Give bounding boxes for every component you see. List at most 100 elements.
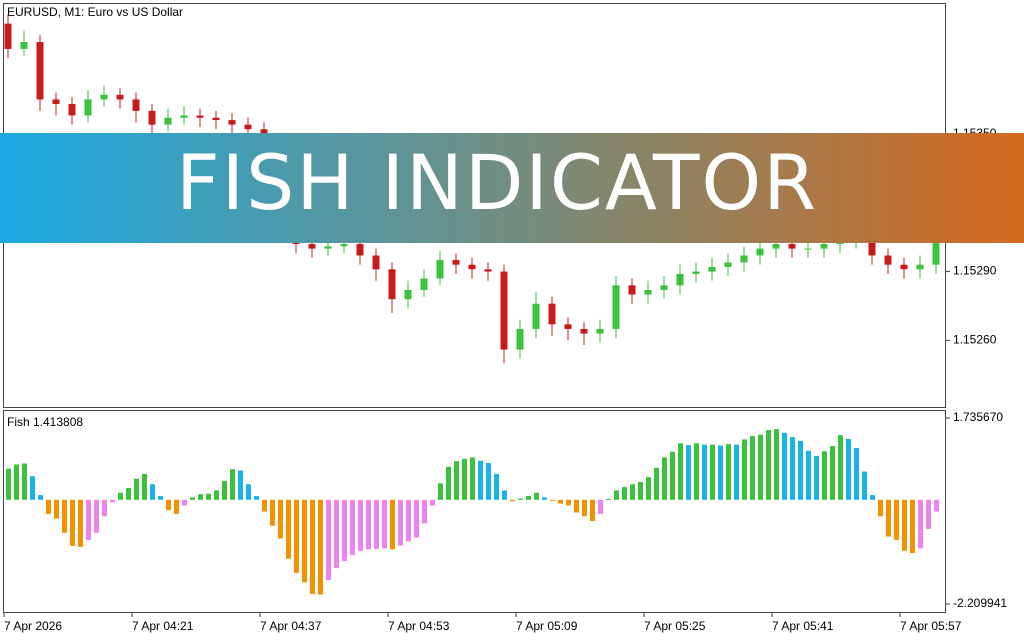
- candle-body: [116, 94, 124, 100]
- fish-bar: [654, 467, 659, 500]
- fish-bar: [710, 444, 715, 500]
- fish-bar: [126, 488, 131, 500]
- fish-bar: [806, 450, 811, 500]
- x-tick-label: 7 Apr 04:53: [388, 619, 450, 633]
- fish-bar: [166, 499, 171, 511]
- fish-bar: [446, 466, 451, 500]
- fish-bar: [638, 481, 643, 500]
- fish-bar: [142, 473, 147, 500]
- fish-bar: [686, 445, 691, 500]
- fish-bar: [702, 444, 707, 500]
- candle-body: [52, 99, 60, 104]
- fish-bar: [374, 499, 379, 549]
- fish-bar: [270, 499, 275, 526]
- fish-bar: [814, 455, 819, 500]
- candle-body: [564, 324, 572, 329]
- fish-bar: [670, 451, 675, 500]
- y-tick-label: -2.209941: [953, 596, 1007, 610]
- fish-bar: [526, 496, 531, 500]
- x-tick-label: 7 Apr 05:25: [644, 619, 706, 633]
- x-tick-label: 7 Apr 05:09: [516, 619, 578, 633]
- fish-bar: [14, 464, 19, 500]
- fish-bar: [326, 499, 331, 580]
- fish-bar: [110, 499, 115, 503]
- fish-bar: [150, 484, 155, 500]
- fish-bar: [918, 499, 923, 549]
- candle-body: [84, 99, 92, 116]
- fish-bar: [830, 446, 835, 500]
- fish-bar: [662, 457, 667, 500]
- fish-bar: [78, 499, 83, 547]
- candle-body: [132, 99, 140, 111]
- fish-bar: [622, 487, 627, 500]
- fish-bar: [358, 499, 363, 551]
- fish-bar: [590, 499, 595, 522]
- fish-bar: [510, 499, 515, 502]
- candle-body: [692, 271, 700, 274]
- fish-bar: [382, 499, 387, 549]
- banner: [0, 133, 1024, 243]
- fish-bar: [486, 463, 491, 500]
- fish-bar: [750, 436, 755, 500]
- fish-bar: [822, 451, 827, 500]
- candle-body: [340, 244, 348, 247]
- fish-bar: [190, 497, 195, 500]
- fish-bar: [334, 499, 339, 569]
- fish-bar: [406, 499, 411, 542]
- candle-body: [244, 124, 252, 130]
- candle-body: [660, 285, 668, 290]
- candle-body: [324, 246, 332, 249]
- fish-bar: [718, 445, 723, 500]
- fish-bar: [926, 499, 931, 530]
- fish-bar: [278, 499, 283, 539]
- fish-bar: [606, 498, 611, 500]
- candle-body: [164, 117, 172, 125]
- candle-body: [932, 239, 940, 265]
- fish-bar: [646, 477, 651, 500]
- candle-body: [612, 285, 620, 329]
- fish-bar: [214, 490, 219, 500]
- fish-bar: [766, 430, 771, 500]
- fish-bar: [902, 499, 907, 551]
- fish-bar: [310, 499, 315, 595]
- fish-bar: [502, 490, 507, 500]
- candle-body: [36, 42, 44, 100]
- fish-bar: [518, 498, 523, 500]
- fish-bar: [846, 438, 851, 500]
- fish-bar: [262, 499, 267, 512]
- y-tick-label: 1.15290: [953, 264, 997, 278]
- fish-bar: [38, 495, 43, 500]
- fish-bar: [230, 469, 235, 500]
- fish-bar: [870, 495, 875, 500]
- fish-bar: [614, 490, 619, 500]
- fish-bar: [390, 499, 395, 550]
- fish-bar: [422, 499, 427, 524]
- candle-body: [68, 104, 76, 116]
- fish-bar: [366, 499, 371, 550]
- fish-bar: [742, 439, 747, 500]
- fish-bar: [838, 435, 843, 500]
- candle-body: [404, 289, 412, 300]
- candle-body: [388, 269, 396, 300]
- fish-bar: [438, 483, 443, 500]
- fish-bar: [694, 443, 699, 500]
- fish-bar: [342, 499, 347, 562]
- fish-bar: [54, 499, 59, 519]
- candle-body: [100, 94, 108, 100]
- fish-bar: [22, 463, 27, 500]
- candle-body: [436, 260, 444, 279]
- candle-body: [20, 42, 28, 49]
- fish-bar: [774, 429, 779, 500]
- fish-bar: [550, 499, 555, 501]
- indicator-title: Fish 1.413808: [7, 415, 83, 429]
- fish-bar: [534, 492, 539, 500]
- fish-bar: [286, 499, 291, 559]
- fish-bar: [790, 437, 795, 500]
- fish-bar: [886, 499, 891, 537]
- y-tick-label: 1.735670: [953, 410, 1003, 424]
- fish-bar: [734, 444, 739, 500]
- candle-body: [724, 262, 732, 267]
- fish-bar: [678, 443, 683, 500]
- chart-title: EURUSD, M1: Euro vs US Dollar: [7, 5, 183, 19]
